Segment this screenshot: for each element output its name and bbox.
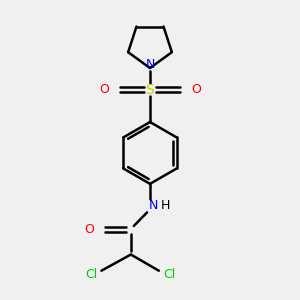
Text: N: N (145, 58, 155, 71)
Text: O: O (191, 83, 201, 96)
Text: Cl: Cl (163, 268, 175, 281)
Text: O: O (84, 223, 94, 236)
Text: Cl: Cl (85, 268, 97, 281)
Text: N: N (148, 200, 158, 212)
Text: O: O (99, 83, 109, 96)
Text: S: S (146, 82, 154, 97)
Text: H: H (160, 200, 170, 212)
